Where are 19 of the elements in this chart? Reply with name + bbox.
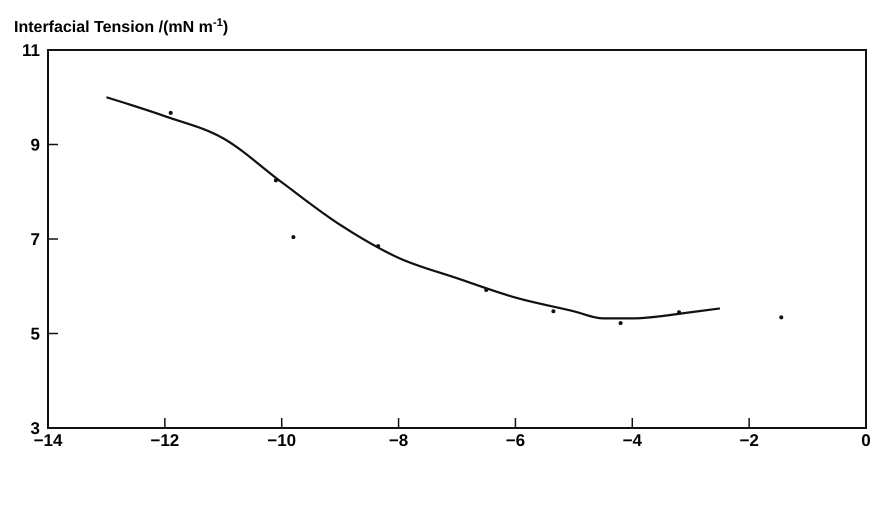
point: [291, 235, 296, 240]
y-tick-label: 7: [30, 230, 40, 249]
x-tick-label: 0: [861, 431, 871, 450]
y-tick-label: 11: [22, 41, 40, 60]
x-tick-label: −10: [267, 431, 296, 450]
point: [779, 315, 784, 320]
x-tick-label: −2: [739, 431, 759, 450]
point: [551, 309, 556, 314]
point: [274, 178, 278, 182]
point: [618, 321, 623, 326]
y-tick-label: 9: [30, 136, 40, 154]
y-tick-label: 5: [30, 324, 40, 344]
x-tick-label: −8: [388, 431, 408, 450]
x-tick-label: −12: [150, 431, 180, 450]
point: [484, 288, 488, 292]
y-axis-title: Interfacial Tension /(mN m$^{-1}$): [14, 17, 228, 36]
x-tick-label: −6: [506, 431, 526, 450]
x-tick-label: −4: [622, 431, 643, 450]
point: [168, 110, 173, 115]
